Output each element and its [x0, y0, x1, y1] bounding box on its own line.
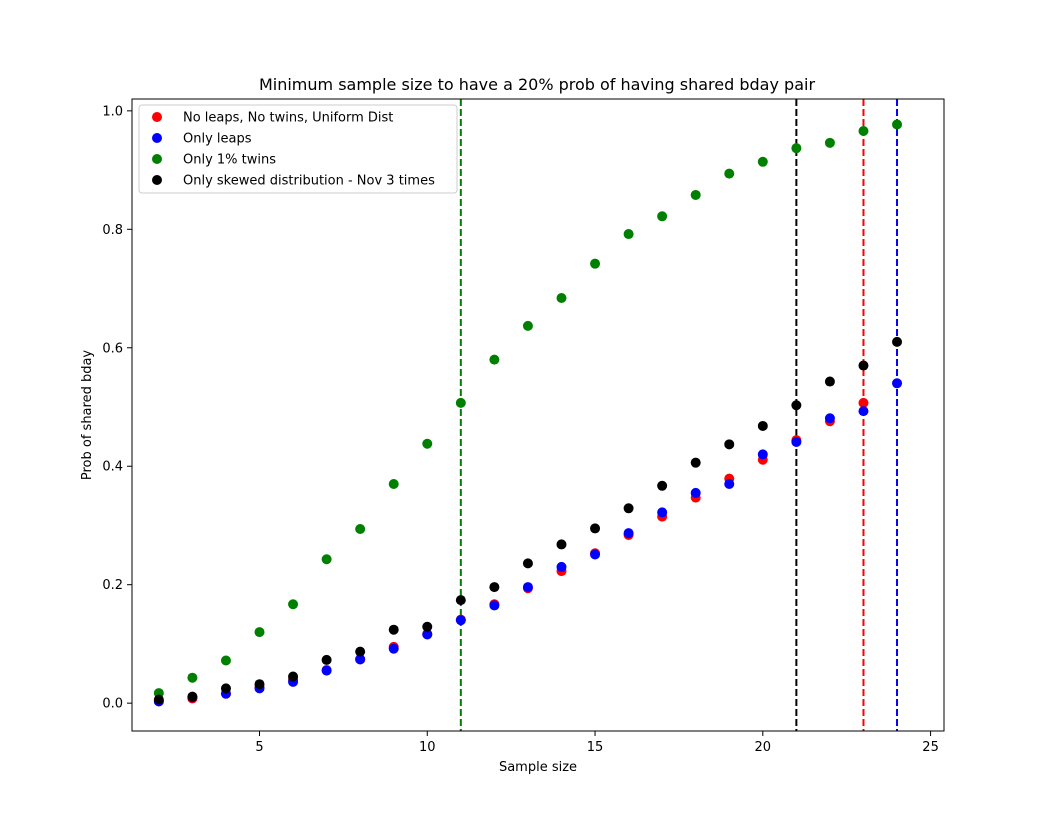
point-only-1-twins-x6 [288, 599, 299, 610]
point-only-1-twins-x9 [388, 479, 399, 490]
point-only-skewed-distribution-nov-3-times-x16 [623, 503, 634, 514]
x-tick-label: 5 [255, 740, 263, 755]
point-only-leaps-x17 [657, 507, 668, 518]
point-only-skewed-distribution-nov-3-times-x23 [858, 360, 869, 371]
point-only-1-twins-x14 [556, 293, 567, 304]
y-tick-label: 0.0 [102, 697, 123, 712]
point-only-leaps-x15 [590, 549, 601, 560]
x-tick-label: 20 [755, 740, 772, 755]
legend-marker [152, 175, 162, 185]
legend-entry-only-1-twins: Only 1% twins [152, 153, 276, 168]
plot-area [153, 99, 903, 731]
point-only-1-twins-x13 [522, 320, 533, 331]
x-tick-label: 25 [922, 740, 939, 755]
point-only-skewed-distribution-nov-3-times-x21 [791, 400, 802, 411]
point-only-1-twins-x23 [858, 125, 869, 136]
legend-entry-only-leaps: Only leaps [152, 132, 252, 147]
y-tick-label: 1.0 [102, 104, 123, 119]
point-only-1-twins-x22 [824, 137, 835, 148]
point-only-skewed-distribution-nov-3-times-x5 [254, 679, 265, 690]
point-only-leaps-x12 [489, 600, 500, 611]
point-only-skewed-distribution-nov-3-times-x4 [220, 683, 231, 694]
legend-entry-only-skewed-distribution-nov-3-times: Only skewed distribution - Nov 3 times [152, 174, 435, 189]
point-only-leaps-x8 [355, 654, 366, 665]
point-only-skewed-distribution-nov-3-times-x9 [388, 624, 399, 635]
point-only-1-twins-x12 [489, 354, 500, 365]
y-axis-label: Prob of shared bday [80, 350, 95, 481]
point-only-1-twins-x17 [657, 211, 668, 222]
point-only-skewed-distribution-nov-3-times-x2 [153, 694, 164, 705]
legend-label: No leaps, No twins, Uniform Dist [183, 111, 393, 126]
point-only-skewed-distribution-nov-3-times-x8 [355, 646, 366, 657]
point-only-skewed-distribution-nov-3-times-x6 [288, 671, 299, 682]
legend: No leaps, No twins, Uniform Dist Only lea… [138, 104, 458, 194]
y-axis: 0.0 0.2 0.4 0.6 0.8 1.0 [102, 104, 132, 712]
point-only-1-twins-x7 [321, 554, 332, 565]
point-only-skewed-distribution-nov-3-times-x10 [422, 621, 433, 632]
point-only-skewed-distribution-nov-3-times-x3 [187, 691, 198, 702]
plot-frame [131, 98, 945, 732]
point-only-leaps-x21 [791, 436, 802, 447]
y-tick-label: 0.6 [102, 341, 123, 356]
point-only-skewed-distribution-nov-3-times-x19 [724, 439, 735, 450]
point-only-1-twins-x3 [187, 672, 198, 683]
y-tick-label: 0.8 [102, 223, 123, 238]
point-only-skewed-distribution-nov-3-times-x24 [892, 336, 903, 347]
point-only-1-twins-x4 [220, 655, 231, 666]
point-only-1-twins-x5 [254, 627, 265, 638]
y-tick-label: 0.2 [102, 578, 123, 593]
point-only-skewed-distribution-nov-3-times-x12 [489, 582, 500, 593]
legend-label: Only leaps [183, 132, 252, 147]
legend-entry-no-leaps-no-twins-uniform-dist: No leaps, No twins, Uniform Dist [152, 111, 393, 126]
point-only-skewed-distribution-nov-3-times-x17 [657, 480, 668, 491]
point-only-leaps-x11 [455, 615, 466, 626]
x-axis-label: Sample size [499, 760, 577, 775]
point-only-1-twins-x24 [892, 119, 903, 130]
series-only-skewed-distribution-nov-3-times [153, 336, 903, 705]
point-only-1-twins-x8 [355, 524, 366, 535]
point-no-leaps-no-twins-uniform-dist-x23 [858, 397, 869, 408]
point-only-leaps-x13 [522, 582, 533, 593]
point-only-leaps-x22 [824, 413, 835, 424]
chart-title: Minimum sample size to have a 20% prob o… [259, 75, 815, 94]
point-only-leaps-x14 [556, 561, 567, 572]
point-only-1-twins-x19 [724, 168, 735, 179]
point-only-1-twins-x16 [623, 229, 634, 240]
x-tick-label: 10 [419, 740, 436, 755]
point-only-skewed-distribution-nov-3-times-x20 [757, 420, 768, 431]
x-tick-label: 15 [587, 740, 604, 755]
point-only-leaps-x18 [690, 487, 701, 498]
point-only-leaps-x9 [388, 643, 399, 654]
point-only-skewed-distribution-nov-3-times-x22 [824, 376, 835, 387]
point-only-skewed-distribution-nov-3-times-x7 [321, 654, 332, 665]
point-only-skewed-distribution-nov-3-times-x15 [590, 523, 601, 534]
x-axis: 5 10 15 20 25 [255, 731, 939, 755]
point-only-leaps-x23 [858, 406, 869, 417]
point-only-leaps-x7 [321, 665, 332, 676]
point-only-skewed-distribution-nov-3-times-x11 [455, 595, 466, 606]
point-only-leaps-x19 [724, 479, 735, 490]
point-only-1-twins-x10 [422, 438, 433, 449]
legend-marker [152, 154, 162, 164]
point-only-leaps-x24 [892, 378, 903, 389]
legend-box [138, 104, 458, 194]
point-only-skewed-distribution-nov-3-times-x18 [690, 457, 701, 468]
point-only-leaps-x20 [757, 449, 768, 460]
point-only-1-twins-x20 [757, 156, 768, 167]
point-only-leaps-x10 [422, 629, 433, 640]
point-only-skewed-distribution-nov-3-times-x14 [556, 539, 567, 550]
legend-marker [152, 112, 162, 122]
point-only-1-twins-x18 [690, 189, 701, 200]
point-only-skewed-distribution-nov-3-times-x13 [522, 558, 533, 569]
point-only-1-twins-x11 [455, 397, 466, 408]
y-tick-label: 0.4 [102, 460, 123, 475]
legend-marker [152, 133, 162, 143]
legend-label: Only 1% twins [183, 153, 276, 168]
point-only-leaps-x16 [623, 528, 634, 539]
point-only-1-twins-x21 [791, 143, 802, 154]
legend-label: Only skewed distribution - Nov 3 times [183, 174, 435, 189]
point-only-1-twins-x15 [590, 258, 601, 269]
